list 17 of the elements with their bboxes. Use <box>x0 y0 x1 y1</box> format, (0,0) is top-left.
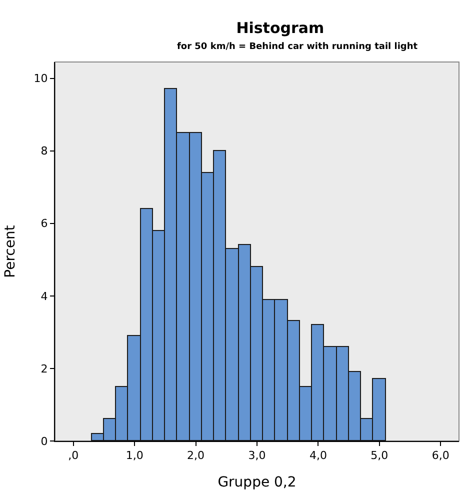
x-tick-label: 6,0 <box>432 449 450 462</box>
x-tick-label: ,0 <box>68 449 79 462</box>
y-axis-title: Percent <box>2 224 18 278</box>
y-tick-label: 0 <box>40 434 48 448</box>
x-tick-label: 2,0 <box>187 449 205 462</box>
y-tick-label: 10 <box>34 72 48 86</box>
y-tick-label: 4 <box>40 290 48 303</box>
y-tick-label: 8 <box>40 144 48 158</box>
x-tick-label: 4,0 <box>309 449 327 462</box>
x-tick-label: 3,0 <box>248 449 266 462</box>
y-tick-label: 2 <box>40 362 48 376</box>
x-tick-label: 5,0 <box>370 449 388 462</box>
y-tick-label: 6 <box>40 217 48 230</box>
x-tick-label: 1,0 <box>126 449 144 462</box>
chart-title: Histogram <box>236 18 324 37</box>
x-axis-title: Gruppe 0,2 <box>218 474 296 490</box>
chart-subtitle: for 50 km/h = Behind car with running tail light <box>177 42 418 52</box>
